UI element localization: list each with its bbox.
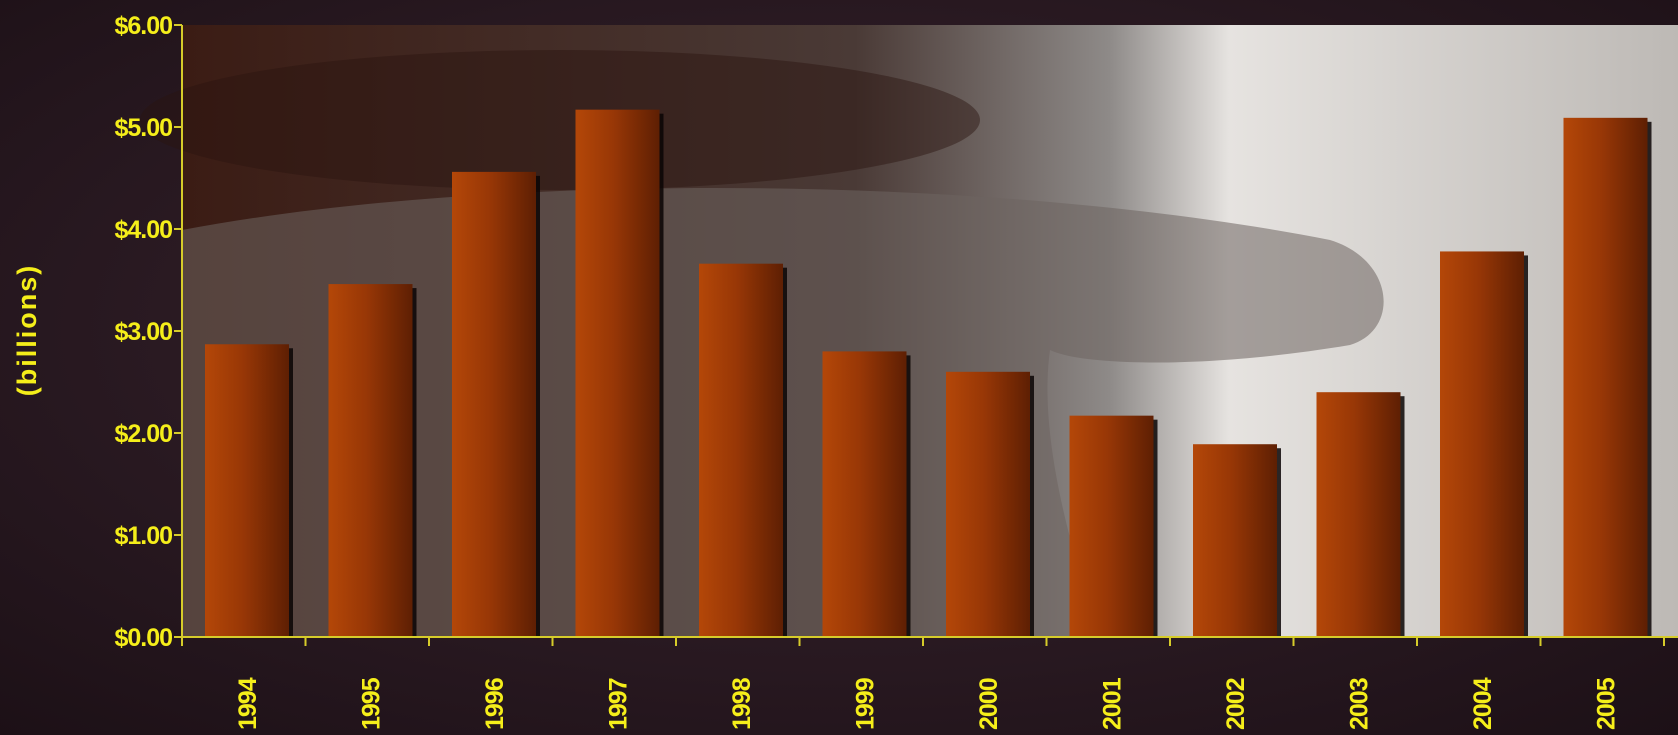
y-axis-label: (billions) <box>12 264 42 396</box>
y-tick-label: $1.00 <box>114 522 172 550</box>
bars-group <box>205 109 1652 637</box>
bar <box>1563 117 1648 637</box>
x-tick-label: 1999 <box>852 678 880 730</box>
y-tick-label: $2.00 <box>114 420 172 448</box>
x-tick-label: 1997 <box>605 678 633 730</box>
axes-group: $0.00 $1.00 $2.00 $3.00 $4.00 $5.00 $6.00 1994 1… <box>114 12 1678 730</box>
bar <box>699 263 783 637</box>
x-tick-label: 1994 <box>234 677 262 730</box>
bar <box>1316 392 1401 637</box>
x-tick-label: 2005 <box>1593 677 1621 730</box>
bar <box>575 109 660 637</box>
y-tick-label: $6.00 <box>114 12 172 40</box>
y-tick-label: $3.00 <box>114 318 172 346</box>
bar <box>1193 444 1277 637</box>
x-tick-label: 1995 <box>358 677 386 730</box>
bar <box>1440 251 1524 637</box>
photo-decoration-dark <box>140 50 980 190</box>
y-tick-label: $5.00 <box>114 114 172 142</box>
x-tick-label: 2003 <box>1346 678 1374 730</box>
x-tick-label: 1996 <box>481 678 509 730</box>
x-tick-label: 2002 <box>1222 678 1250 730</box>
bar <box>452 171 536 637</box>
bar <box>205 344 289 637</box>
bar <box>1069 415 1154 637</box>
bar <box>328 284 413 637</box>
x-tick-label: 2000 <box>975 678 1003 730</box>
bar <box>822 351 907 637</box>
x-tick-label: 1998 <box>728 677 756 730</box>
y-tick-label: $4.00 <box>114 216 172 244</box>
y-tick-label: $0.00 <box>114 624 172 652</box>
bar <box>946 371 1030 637</box>
x-tick-label: 2001 <box>1099 677 1127 730</box>
x-tick-label: 2004 <box>1469 677 1497 730</box>
